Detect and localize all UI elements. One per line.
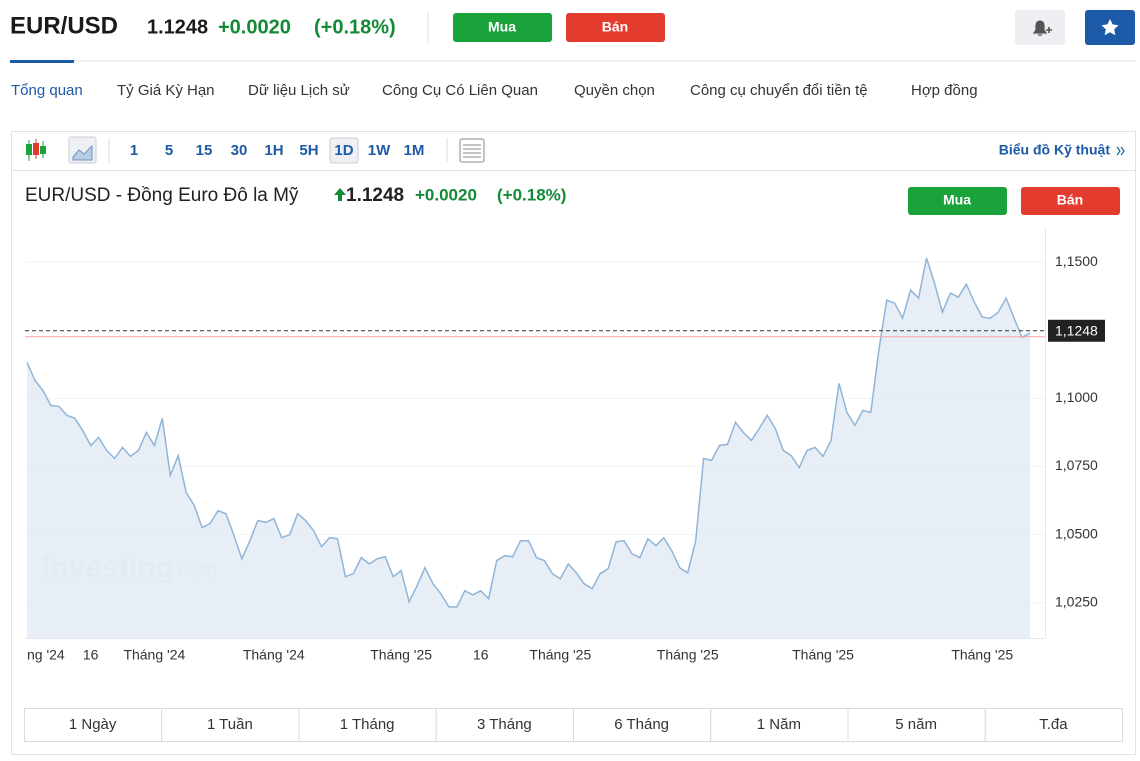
sell-bg bbox=[1021, 187, 1120, 215]
range-label[interactable]: 1 Năm bbox=[757, 716, 801, 733]
tab[interactable]: Tỷ Giá Kỳ Hạn bbox=[117, 82, 215, 99]
range-label[interactable]: 6 Tháng bbox=[614, 716, 669, 733]
x-tick-label: Tháng '24 bbox=[123, 647, 185, 663]
sell-button[interactable]: Bán bbox=[566, 13, 665, 42]
buy-label[interactable]: Mua bbox=[943, 192, 971, 208]
x-tick-label: 16 bbox=[473, 647, 489, 663]
buy-label[interactable]: Mua bbox=[488, 19, 516, 35]
last-price-label: 1,1248 bbox=[1055, 322, 1098, 338]
range-label[interactable]: 1 Ngày bbox=[69, 716, 117, 733]
x-tick-label: 16 bbox=[83, 647, 99, 663]
x-tick-label: Tháng '25 bbox=[529, 647, 591, 663]
y-tick-label: 1,0250 bbox=[1055, 594, 1098, 610]
sell-label[interactable]: Bán bbox=[602, 19, 628, 35]
layout-icon[interactable] bbox=[459, 138, 485, 163]
layout-icon-lines bbox=[463, 144, 481, 158]
buy-bg bbox=[453, 13, 552, 42]
area-icon-shape bbox=[72, 144, 93, 161]
chart-buy-button[interactable]: Mua bbox=[908, 187, 1007, 215]
range-label[interactable]: 1 Tháng bbox=[340, 716, 395, 733]
range-button[interactable] bbox=[298, 708, 437, 742]
bell-icon bbox=[1032, 20, 1048, 36]
last-price-box bbox=[1048, 319, 1105, 342]
plot: 1,02501,05001,07501,10001,1500Investing.… bbox=[25, 228, 1105, 663]
interval[interactable]: 1D bbox=[334, 142, 353, 159]
tab[interactable]: Dữ liệu Lịch sử bbox=[248, 82, 350, 99]
y-tick-label: 1,1500 bbox=[1055, 253, 1098, 269]
range-label[interactable]: 5 năm bbox=[895, 716, 937, 733]
interval-active-bg bbox=[329, 137, 359, 164]
y-tick-label: 1,1000 bbox=[1055, 389, 1098, 405]
tabs: Tổng quan Tỷ Giá Kỳ Hạn Dữ liệu Lịch sử Côn… bbox=[11, 82, 978, 99]
line bbox=[26, 257, 1031, 608]
interval[interactable]: 1H bbox=[264, 142, 283, 159]
interval[interactable]: 15 bbox=[196, 142, 213, 159]
y-tick-label: 1,0750 bbox=[1055, 457, 1098, 473]
x-tick-label: ng '24 bbox=[27, 647, 65, 663]
buy-bg bbox=[908, 187, 1007, 215]
price: 1.1248 bbox=[147, 16, 208, 38]
x-tick-label: Tháng '25 bbox=[657, 647, 719, 663]
y-tick-label: 1,0500 bbox=[1055, 525, 1098, 541]
candle bbox=[33, 143, 39, 155]
interval[interactable]: 5H bbox=[299, 142, 318, 159]
tab[interactable]: Quyền chọn bbox=[574, 82, 655, 99]
interval[interactable]: 1 bbox=[130, 142, 138, 159]
technical-link[interactable]: Biểu đồ Kỹ thuật bbox=[999, 142, 1111, 158]
watchlist-button[interactable] bbox=[1085, 10, 1135, 45]
range-button[interactable] bbox=[847, 708, 986, 742]
buy-button[interactable]: Mua bbox=[453, 13, 552, 42]
tab[interactable]: Công Cụ Có Liên Quan bbox=[382, 82, 538, 99]
interval[interactable]: 1W bbox=[368, 142, 391, 159]
x-tick-label: Tháng '25 bbox=[951, 647, 1013, 663]
candle bbox=[40, 146, 46, 154]
sell-label[interactable]: Bán bbox=[1057, 192, 1083, 208]
up-arrow bbox=[334, 188, 346, 201]
intervals: 1 5 15 30 1H 5H 1D 1W 1M bbox=[130, 137, 425, 164]
chart-sell-button[interactable]: Bán bbox=[1021, 187, 1120, 215]
change: +0.0020 bbox=[218, 16, 291, 38]
x-tick-label: Tháng '24 bbox=[243, 647, 305, 663]
range-label[interactable]: 1 Tuần bbox=[207, 716, 253, 733]
area-icon[interactable] bbox=[68, 136, 97, 164]
chart-change-pct: (+0.18%) bbox=[497, 185, 566, 204]
tab[interactable]: Hợp đồng bbox=[911, 82, 978, 99]
x-tick-label: Tháng '25 bbox=[370, 647, 432, 663]
layout-icon-frame bbox=[459, 138, 485, 163]
candle bbox=[26, 144, 32, 155]
alert-button[interactable] bbox=[1015, 10, 1065, 45]
range-bar: 1 Ngày 1 Tuần 1 Tháng 3 Tháng 6 Tháng 1 Năm 5 … bbox=[24, 708, 1123, 742]
star-icon bbox=[1101, 19, 1119, 36]
candle-icon[interactable] bbox=[26, 139, 46, 161]
range-button[interactable] bbox=[435, 708, 574, 742]
tab[interactable]: Công cụ chuyển đổi tiền tệ bbox=[690, 82, 868, 99]
x-tick-label: Tháng '25 bbox=[792, 647, 854, 663]
change-pct: (+0.18%) bbox=[314, 16, 396, 38]
chart-title: EUR/USD - Đồng Euro Đô la Mỹ bbox=[25, 185, 299, 206]
range-button[interactable] bbox=[984, 708, 1123, 742]
interval[interactable]: 1M bbox=[404, 142, 425, 159]
interval[interactable]: 30 bbox=[231, 142, 248, 159]
range-button[interactable] bbox=[573, 708, 712, 742]
tab[interactable]: Tổng quan bbox=[11, 82, 83, 99]
range-label[interactable]: T.đa bbox=[1039, 716, 1068, 733]
symbol: EUR/USD bbox=[10, 12, 118, 39]
active-tab-indicator bbox=[10, 60, 74, 63]
range-button[interactable] bbox=[710, 708, 849, 742]
chart-change: +0.0020 bbox=[415, 185, 477, 204]
chart-price: 1.1248 bbox=[346, 185, 404, 206]
sell-bg bbox=[566, 13, 665, 42]
interval[interactable]: 5 bbox=[165, 142, 173, 159]
plus-icon bbox=[1046, 27, 1052, 33]
range-label[interactable]: 3 Tháng bbox=[477, 716, 532, 733]
area bbox=[27, 258, 1030, 638]
link-chevrons bbox=[1116, 146, 1125, 156]
